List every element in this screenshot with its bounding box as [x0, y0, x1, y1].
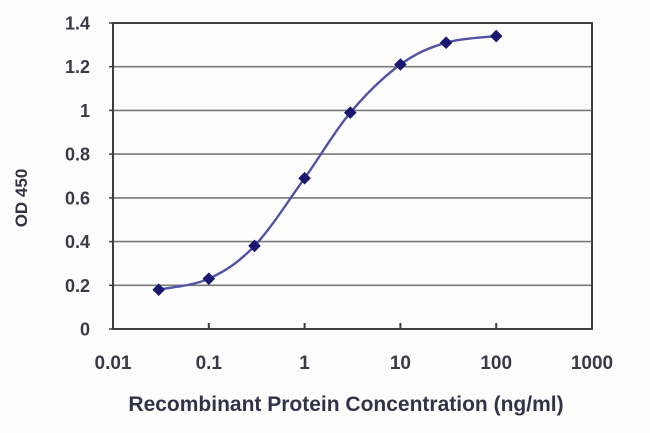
- y-tick-label: 1: [80, 101, 90, 121]
- data-point-marker: [489, 29, 503, 43]
- data-point-marker: [152, 283, 166, 297]
- data-point-marker: [298, 171, 311, 185]
- x-tick-label: 1: [299, 353, 310, 374]
- data-point-marker: [248, 239, 261, 253]
- y-tick-label: 1.4: [65, 14, 90, 34]
- x-tick-label: 100: [480, 353, 512, 374]
- y-tick-label: 0.4: [65, 232, 90, 252]
- x-axis-title: Recombinant Protein Concentration (ng/ml…: [128, 393, 563, 416]
- data-point-marker: [343, 106, 357, 119]
- data-point-marker: [439, 36, 453, 50]
- y-tick-label: 0.8: [65, 145, 90, 165]
- y-tick-label: 1.2: [65, 57, 90, 77]
- gridlines-layer: [113, 65, 592, 287]
- data-point-marker: [202, 272, 216, 286]
- tick-marks-layer: [109, 22, 498, 330]
- x-tick-label: 0.1: [196, 353, 223, 374]
- x-tick-label: 1000: [571, 353, 613, 374]
- data-series-layer: [152, 29, 503, 297]
- data-point-marker: [394, 58, 407, 71]
- x-tick-label: 10: [390, 353, 411, 374]
- x-tick-label: 0.01: [95, 353, 132, 374]
- y-tick-label: 0: [80, 320, 90, 340]
- y-axis-title: OD 450: [12, 169, 31, 228]
- tick-labels-layer: 0 0.2 0.4 0.6 0.8 1 1.2 1.4 0.01 0.1 1 10 100 1000: [65, 14, 613, 375]
- y-tick-label: 0.2: [65, 276, 90, 296]
- plot-frame-layer: [112, 22, 593, 330]
- plot-frame: [112, 22, 593, 330]
- series-line: [157, 34, 498, 291]
- y-tick-label: 0.6: [65, 188, 90, 208]
